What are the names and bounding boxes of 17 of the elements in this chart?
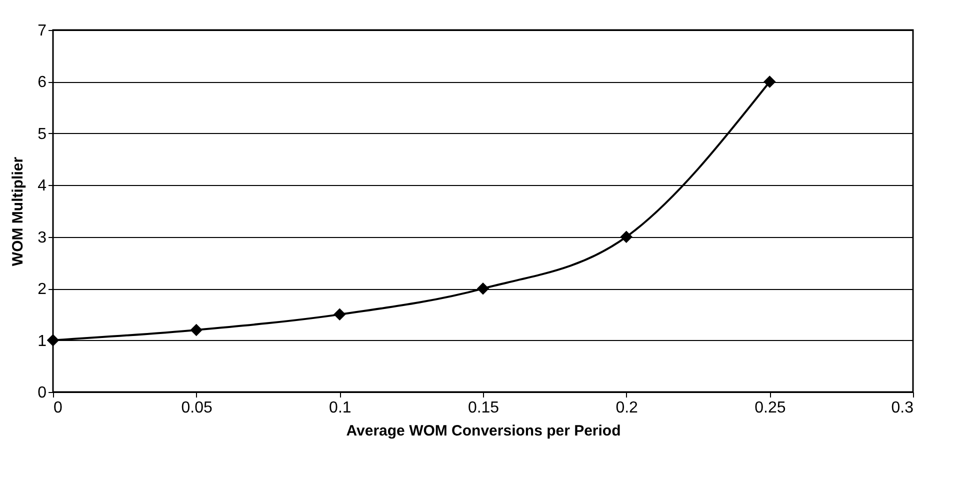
x-tick-label: 0.2 xyxy=(616,400,638,416)
y-axis-title: WOM Multiplier xyxy=(10,156,27,266)
y-tick-label: 7 xyxy=(38,22,47,40)
x-tick-label: 0 xyxy=(54,400,62,416)
y-tick-label: 4 xyxy=(38,178,47,195)
x-tick-label: 0.05 xyxy=(181,400,213,416)
y-tick-label: 0 xyxy=(38,384,47,402)
y-tick-label: 1 xyxy=(38,332,47,350)
x-axis-title: Average WOM Conversions per Period xyxy=(346,422,621,440)
y-tick-label: 5 xyxy=(38,126,47,143)
y-tick-label: 3 xyxy=(38,229,47,246)
x-tick-label: 0.3 xyxy=(891,400,914,416)
x-tick-label: 0.25 xyxy=(754,400,786,416)
x-tick-label: 0.1 xyxy=(329,400,352,416)
y-tick-label: 6 xyxy=(38,74,47,92)
x-tick-label: 0.15 xyxy=(468,400,500,416)
y-tick-label: 2 xyxy=(38,281,47,298)
